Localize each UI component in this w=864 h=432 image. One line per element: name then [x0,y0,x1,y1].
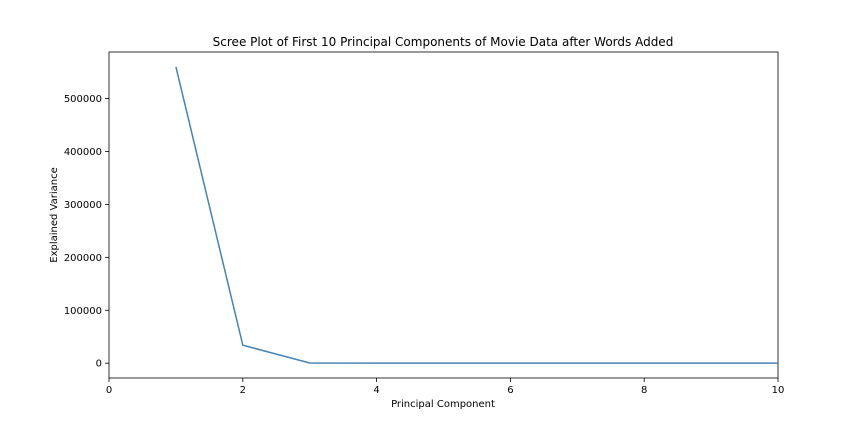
y-axis-label: Explained Variance [49,167,60,262]
x-tick-label-1: 2 [240,385,246,396]
plot-frame [108,51,779,379]
x-tick-label-0: 0 [106,385,112,396]
x-tick-label-4: 8 [641,385,647,396]
y-tick-label-2: 200000 [64,253,102,264]
x-axis-ticks: 0 2 4 6 8 10 [106,378,785,396]
y-tick-label-1: 100000 [64,306,102,317]
y-axis-ticks: 0 100000 200000 300000 400000 500000 [64,94,109,370]
y-tick-label-0: 0 [96,359,102,370]
x-tick-label-5: 10 [772,385,785,396]
x-axis-label: Principal Component [391,399,495,410]
y-tick-label-4: 400000 [64,147,102,158]
y-tick-label-5: 500000 [64,94,102,105]
x-tick-label-2: 4 [373,385,379,396]
plot-area [108,51,779,379]
x-tick-label-3: 6 [507,385,513,396]
series-line [175,66,778,364]
chart-title: Scree Plot of First 10 Principal Compone… [213,35,674,49]
y-tick-label-3: 300000 [64,200,102,211]
